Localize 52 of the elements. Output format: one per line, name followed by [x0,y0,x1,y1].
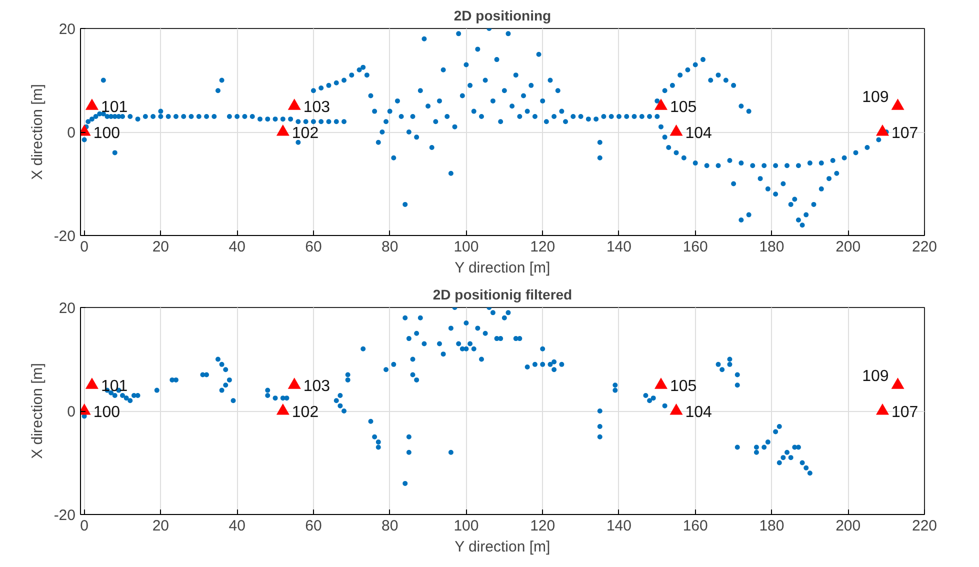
annotation: 102 [292,404,319,421]
y-tick-label: 0 [67,404,76,420]
chart-title: 2D positionig filtered [432,286,572,302]
annotation: 103 [303,99,330,116]
x-tick-label: 60 [305,518,322,534]
annotation: 101 [100,378,128,396]
y-axis-title: X direction [m] [28,84,46,180]
x-tick-label: 220 [912,518,938,534]
annotation: 107 [891,404,918,421]
x-tick-label: 60 [305,238,322,256]
x-axis-title: Y direction [m] [454,260,550,276]
x-axis-title: Y direction [m] [454,538,550,556]
annotation: 102 [292,125,319,142]
x-tick-label: 160 [682,238,708,256]
annotation: 104 [685,125,712,142]
x-tick-label: 220 [912,238,938,256]
annotation: 105 [670,99,697,116]
annotation: 109 [862,89,889,106]
x-tick-label: 20 [152,238,170,256]
y-tick-label: 0 [67,124,76,142]
x-tick-label: 140 [606,518,632,534]
y-tick-label: 20 [58,300,76,317]
annotation: 104 [685,404,712,421]
x-tick-label: 180 [759,238,784,256]
annotation: 103 [303,378,330,396]
annotation: 100 [93,404,120,421]
y-tick-label: -20 [54,228,76,245]
x-tick-label: 40 [228,518,246,534]
x-tick-label: 20 [152,518,170,534]
annotation: 100 [93,125,120,142]
x-tick-label: 100 [454,238,479,256]
annotation: 101 [100,99,128,116]
y-tick-label: 20 [58,21,76,38]
x-tick-label: 200 [836,518,861,534]
x-tick-label: 160 [682,518,708,534]
x-tick-label: 80 [381,238,398,256]
annotation: 105 [670,378,697,396]
chart-title: 2D positioning [454,8,552,24]
x-tick-label: 180 [759,518,784,534]
x-tick-label: 0 [80,238,88,256]
x-tick-label: 200 [836,238,861,256]
x-tick-label: 40 [228,238,246,256]
y-tick-label: -20 [54,507,76,524]
x-tick-label: 0 [80,518,88,534]
x-tick-label: 120 [530,238,556,256]
y-axis-title: X direction [m] [28,363,46,459]
x-tick-label: 120 [530,518,556,534]
x-tick-label: 140 [606,238,632,256]
annotation: 109 [862,368,889,386]
x-tick-label: 100 [454,518,479,534]
x-tick-label: 80 [381,518,398,534]
annotation: 107 [891,125,918,142]
